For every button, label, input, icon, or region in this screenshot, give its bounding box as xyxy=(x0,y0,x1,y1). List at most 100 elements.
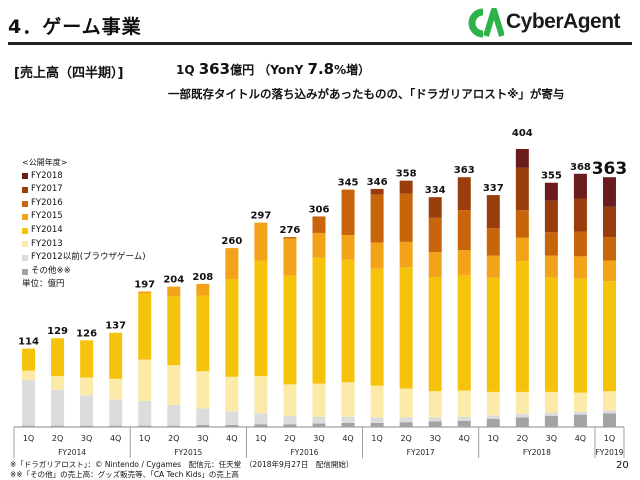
bar-segment-fy2014 xyxy=(196,295,210,372)
bar-segment-fy2013 xyxy=(80,377,94,396)
category-tick-label: 3Q xyxy=(546,434,557,443)
legend-unit: 単位：億円 xyxy=(22,279,65,290)
bar-segment-fy2014 xyxy=(341,259,355,383)
bar-total-label: 363 xyxy=(592,159,628,179)
bar-segment-fy2013 xyxy=(196,371,210,409)
category-tick-label: 1Q xyxy=(23,434,34,443)
bar-segment-fy2016 xyxy=(602,237,616,261)
fiscal-year-label: FY2017 xyxy=(407,448,435,457)
legend-label: FY2017 xyxy=(31,184,63,195)
bar-segment-fy2017 xyxy=(457,177,471,211)
category-tick-label: 2Q xyxy=(168,434,179,443)
bar-segment-other xyxy=(254,424,268,427)
bar-segment-fy2015 xyxy=(486,255,500,278)
bar-total-label: 355 xyxy=(541,171,562,182)
bar-segment-fy2012 xyxy=(341,416,355,423)
bar-segment-fy2017 xyxy=(370,188,384,195)
bar-segment-other xyxy=(167,425,181,427)
bar-total-label: 346 xyxy=(367,177,388,188)
bar-segment-other xyxy=(22,425,36,427)
bar-segment-fy2012 xyxy=(51,389,65,426)
category-tick-label: 2Q xyxy=(400,434,411,443)
bar-segment-fy2013 xyxy=(486,391,500,416)
bar-segment-fy2013 xyxy=(167,365,181,405)
bar-segment-fy2012 xyxy=(486,415,500,419)
legend-swatch xyxy=(22,268,28,275)
footnote-2: ※※「その他」の売上高：グッズ販売等、「CA Tech Kids」の売上高 xyxy=(10,470,239,479)
bar-total-label: 126 xyxy=(76,328,97,339)
bar-segment-other xyxy=(370,422,384,427)
bar-segment-fy2014 xyxy=(225,279,239,377)
bar-segment-fy2015 xyxy=(225,248,239,280)
bar-segment-fy2017 xyxy=(573,198,587,232)
bar-segment-fy2014 xyxy=(22,348,36,371)
bar-segment-fy2014 xyxy=(428,276,442,392)
legend-item-fy2018: FY2018 xyxy=(22,170,146,184)
fiscal-year-label: FY2019 xyxy=(595,448,623,457)
bar-segment-fy2017 xyxy=(515,167,529,211)
bar-total-label: 345 xyxy=(338,178,359,189)
bar-total-label: 334 xyxy=(425,185,446,196)
bar-segment-other xyxy=(602,413,616,427)
bar-segment-fy2014 xyxy=(602,281,616,392)
bar-segment-fy2012 xyxy=(283,415,297,425)
category-tick-label: 3Q xyxy=(81,434,92,443)
bar-segment-fy2013 xyxy=(312,383,326,417)
bar-segment-fy2017 xyxy=(486,195,500,229)
category-tick-label: 1Q xyxy=(488,434,499,443)
bar-segment-fy2015 xyxy=(399,241,413,268)
bar-segment-fy2014 xyxy=(573,278,587,393)
page-title: 4．ゲーム事業 xyxy=(8,16,142,38)
bar-segment-fy2013 xyxy=(22,370,36,381)
bar-total-label: 276 xyxy=(280,225,301,236)
bar-segment-fy2015 xyxy=(138,291,152,294)
bar-segment-other xyxy=(80,425,94,427)
bar-segment-fy2014 xyxy=(457,274,471,391)
bar-segment-fy2018 xyxy=(544,182,558,201)
bar-total-label: 404 xyxy=(512,128,533,139)
bar-segment-other xyxy=(51,425,65,427)
bar-segment-fy2013 xyxy=(428,391,442,418)
footnote-1: ※「ドラガリアロスト」：© Nintendo / Cygames 配信元：任天堂… xyxy=(10,460,354,469)
bar-segment-fy2014 xyxy=(109,332,123,379)
bar-segment-fy2014 xyxy=(312,257,326,384)
bar-segment-fy2015 xyxy=(428,252,442,277)
bar-total-label: 114 xyxy=(18,337,39,348)
category-tick-label: 4Q xyxy=(459,434,470,443)
page-number: 20 xyxy=(616,460,629,471)
bar-segment-fy2014 xyxy=(399,267,413,389)
legend-swatch xyxy=(22,173,28,180)
category-tick-label: 1Q xyxy=(604,434,615,443)
category-tick-label: 1Q xyxy=(255,434,266,443)
bar-total-label: 306 xyxy=(309,204,330,215)
bar-segment-fy2013 xyxy=(602,391,616,411)
bar-segment-fy2015 xyxy=(341,235,355,260)
bar-total-label: 204 xyxy=(163,275,184,286)
fiscal-year-label: FY2014 xyxy=(58,448,86,457)
bar-segment-other xyxy=(428,421,442,427)
bar-segment-fy2012 xyxy=(80,395,94,426)
bar-segment-fy2012 xyxy=(22,380,36,426)
bar-segment-fy2015 xyxy=(254,222,268,261)
bar-segment-fy2014 xyxy=(515,261,529,392)
bar-segment-fy2013 xyxy=(51,376,65,390)
bar-segment-fy2016 xyxy=(428,217,442,253)
bar-segment-fy2016 xyxy=(457,210,471,251)
bar-segment-fy2018 xyxy=(515,149,529,168)
bar-segment-fy2013 xyxy=(254,376,268,414)
category-tick-label: 3Q xyxy=(313,434,324,443)
bar-segment-fy2014 xyxy=(167,296,181,366)
legend-item-fy2017: FY2017 xyxy=(22,183,146,197)
bar-segment-fy2012 xyxy=(399,417,413,423)
bar-segment-fy2012 xyxy=(312,416,326,424)
category-tick-label: 3Q xyxy=(197,434,208,443)
category-tick-label: 1Q xyxy=(371,434,382,443)
cyberagent-logo-icon xyxy=(468,8,504,38)
company-logo: CyberAgent xyxy=(466,8,636,40)
bar-segment-fy2017 xyxy=(399,180,413,194)
bar-segment-fy2013 xyxy=(399,388,413,418)
bar-segment-fy2012 xyxy=(573,411,587,415)
legend-item-fy2013: FY2013 xyxy=(22,238,146,252)
legend-swatch xyxy=(22,214,28,221)
bar-segment-fy2012 xyxy=(167,404,181,426)
